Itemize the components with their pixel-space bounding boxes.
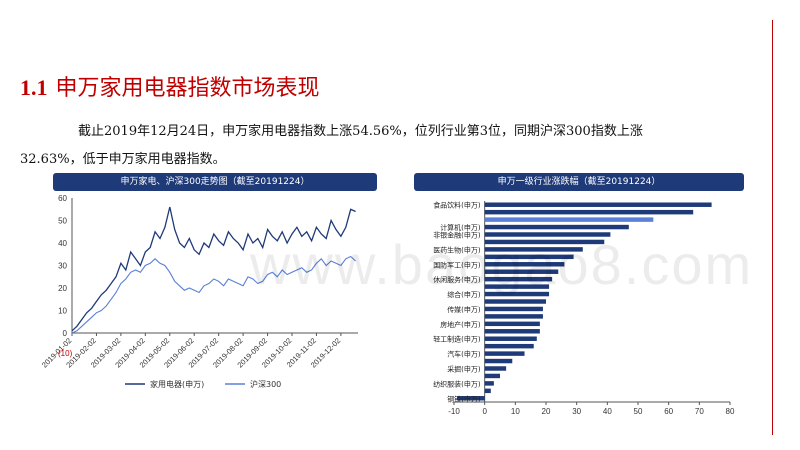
bar-24 xyxy=(484,381,494,386)
bar-category-label: 传媒(申万) xyxy=(447,305,481,314)
bar-category-label: 钢铁(申万) xyxy=(447,394,481,403)
bar-16 xyxy=(484,321,540,327)
bar-x-tick-label: -10 xyxy=(448,407,460,416)
bar-category-label: 采掘(申万) xyxy=(447,365,481,374)
line-y-tick-label: 0 xyxy=(63,329,68,338)
bar-11 xyxy=(484,284,550,289)
summary-paragraph: 截止2019年12月24日，申万家用电器指数上涨54.56%，位列行业第3位，同… xyxy=(20,118,740,174)
bar-13 xyxy=(484,299,546,304)
bar-4 xyxy=(484,232,611,237)
bar-19 xyxy=(484,343,534,349)
bar-17 xyxy=(484,329,540,334)
bar-15 xyxy=(484,314,543,319)
bar-x-tick-label: 60 xyxy=(664,407,673,416)
bar-category-label: 医药生物(申万) xyxy=(433,245,481,254)
bar-18 xyxy=(484,336,537,341)
bar-0 xyxy=(484,202,712,207)
page-title: 1.1 申万家用电器指数市场表现 xyxy=(20,70,320,102)
bar-chart-title: 申万一级行业涨跌幅（截至20191224） xyxy=(414,173,744,191)
legend-label-csi300: 沪深300 xyxy=(250,379,281,389)
bar-category-label: 汽车(申万) xyxy=(447,350,481,359)
legend-label-home-appliance: 家用电器(申万) xyxy=(150,379,204,389)
bar-6 xyxy=(484,247,583,252)
bar-23 xyxy=(484,373,500,379)
bar-x-tick-label: 70 xyxy=(695,407,704,416)
bar-14 xyxy=(484,306,543,312)
watermark: www.baogao8.com xyxy=(250,233,754,296)
bar-9 xyxy=(484,269,559,274)
summary-line-2: 32.63%，低于申万家用电器指数。 xyxy=(20,152,226,167)
bar-3 xyxy=(484,224,629,230)
section-number: 1.1 xyxy=(20,75,48,100)
bar-25 xyxy=(484,388,491,394)
bar-x-tick-label: 30 xyxy=(572,407,581,416)
bar-22 xyxy=(484,366,507,371)
bar-x-tick-label: 50 xyxy=(634,407,643,416)
section-title-text: 申万家用电器指数市场表现 xyxy=(55,76,320,101)
bar-category-label: 轻工制造(申万) xyxy=(433,335,481,344)
bar-1 xyxy=(484,209,694,215)
line-y-tick-label: 30 xyxy=(58,262,67,271)
bar-category-label: 非银金融(申万) xyxy=(433,231,481,240)
accent-vertical-line xyxy=(772,20,773,435)
bar-x-tick-label: 10 xyxy=(511,407,520,416)
bar-20 xyxy=(484,351,525,356)
bar-5 xyxy=(484,239,605,245)
bar-2 xyxy=(484,217,654,222)
bar-x-tick-label: 0 xyxy=(482,407,487,416)
bar-x-tick-label: 80 xyxy=(726,407,735,416)
bar-x-tick-label: 40 xyxy=(603,407,612,416)
bar-category-label: 休闲服务(申万) xyxy=(433,275,481,284)
bar-category-label: 国防军工(申万) xyxy=(433,260,481,269)
bar-8 xyxy=(484,262,565,267)
line-y-tick-label: 10 xyxy=(58,307,67,316)
line-x-first-tick-note: (10) xyxy=(58,349,73,358)
bar-12 xyxy=(484,291,550,297)
line-y-tick-label: 60 xyxy=(58,194,67,203)
line-y-tick-label: 50 xyxy=(58,217,67,226)
bar-category-label: 综合(申万) xyxy=(447,290,481,299)
line-y-tick-label: 40 xyxy=(58,239,67,248)
line-series-csi300 xyxy=(71,255,356,334)
bar-category-label: 纺织服装(申万) xyxy=(433,379,481,388)
line-chart-title: 申万家电、沪深300走势图（截至20191224） xyxy=(53,173,377,191)
bar-21 xyxy=(484,358,513,364)
bar-7 xyxy=(484,254,574,260)
bar-x-tick-label: 20 xyxy=(542,407,551,416)
line-series-home-appliance xyxy=(71,206,356,332)
bar-10 xyxy=(484,276,553,282)
bar-26 xyxy=(457,396,485,401)
bar-category-label: 房地产(申万) xyxy=(440,320,481,329)
line-y-tick-label: 20 xyxy=(58,284,67,293)
bar-category-label: 计算机(申万) xyxy=(440,223,481,232)
bar-category-label: 食品饮料(申万) xyxy=(433,201,481,210)
summary-line-1: 截止2019年12月24日，申万家用电器指数上涨54.56%，位列行业第3位，同… xyxy=(78,124,643,139)
